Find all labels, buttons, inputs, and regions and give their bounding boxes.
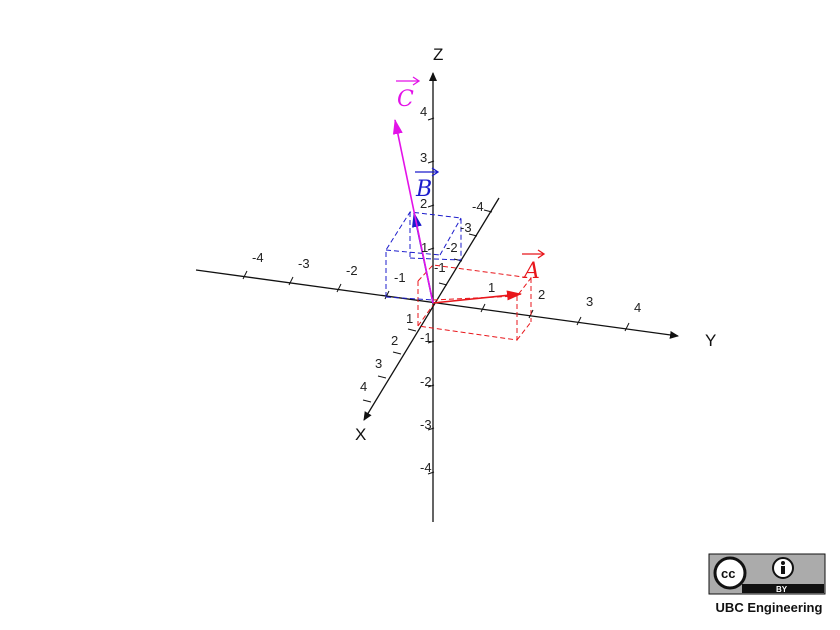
- svg-text:A: A: [522, 259, 540, 284]
- y-tick-label: 3: [586, 294, 593, 309]
- y-tick-label: 1: [488, 280, 495, 295]
- z-axis-label: Z: [433, 45, 443, 64]
- y-axis-label: Y: [705, 331, 716, 350]
- y-tick-label: -1: [394, 270, 406, 285]
- x-tick-label: 1: [406, 311, 413, 326]
- y-tick-label: 4: [634, 300, 641, 315]
- vector-b-label: B: [415, 167, 440, 202]
- svg-text:C: C: [397, 87, 414, 112]
- attribution-icon: [772, 557, 794, 579]
- x-axis-line: [363, 197, 500, 421]
- z-tick-label: 3: [420, 150, 427, 165]
- vector-b-component-box: [385, 211, 462, 301]
- credit-text: UBC Engineering: [715, 600, 823, 615]
- x-tick-label: -3: [460, 220, 472, 235]
- svg-text:B: B: [415, 177, 432, 202]
- z-tick-label: 4: [420, 104, 427, 119]
- vector-c-label: C: [396, 76, 421, 112]
- cc-icon: cc: [713, 556, 747, 590]
- x-tick-label: 4: [360, 379, 367, 394]
- x-tick-label: -1: [434, 260, 446, 275]
- x-axis-label: X: [355, 425, 366, 444]
- vector-a-arrow: [432, 290, 522, 304]
- z-tick-label: -3: [420, 417, 432, 432]
- x-tick-label: -2: [446, 240, 458, 255]
- x-tick-label: 3: [375, 356, 382, 371]
- vector-c-arrow: [392, 119, 434, 304]
- z-tick-label: 2: [420, 196, 427, 211]
- z-tick-label: -1: [420, 330, 432, 345]
- cc-by-license-badge: cc BY: [708, 553, 826, 595]
- svg-text:cc: cc: [721, 566, 735, 581]
- x-tick-label: 2: [391, 333, 398, 348]
- y-tick-label: -3: [298, 256, 310, 271]
- z-tick-label: -4: [420, 460, 432, 475]
- y-tick-label: -4: [252, 250, 264, 265]
- z-tick-label: 1: [421, 240, 428, 255]
- y-tick-label: 2: [538, 287, 545, 302]
- y-tick-label: -2: [346, 263, 358, 278]
- z-tick-label: -2: [420, 374, 432, 389]
- vector-a-label: A: [522, 249, 546, 284]
- z-axis-ticks: [427, 117, 435, 475]
- x-tick-label: -4: [472, 199, 484, 214]
- license-badge-text: BY: [776, 585, 788, 594]
